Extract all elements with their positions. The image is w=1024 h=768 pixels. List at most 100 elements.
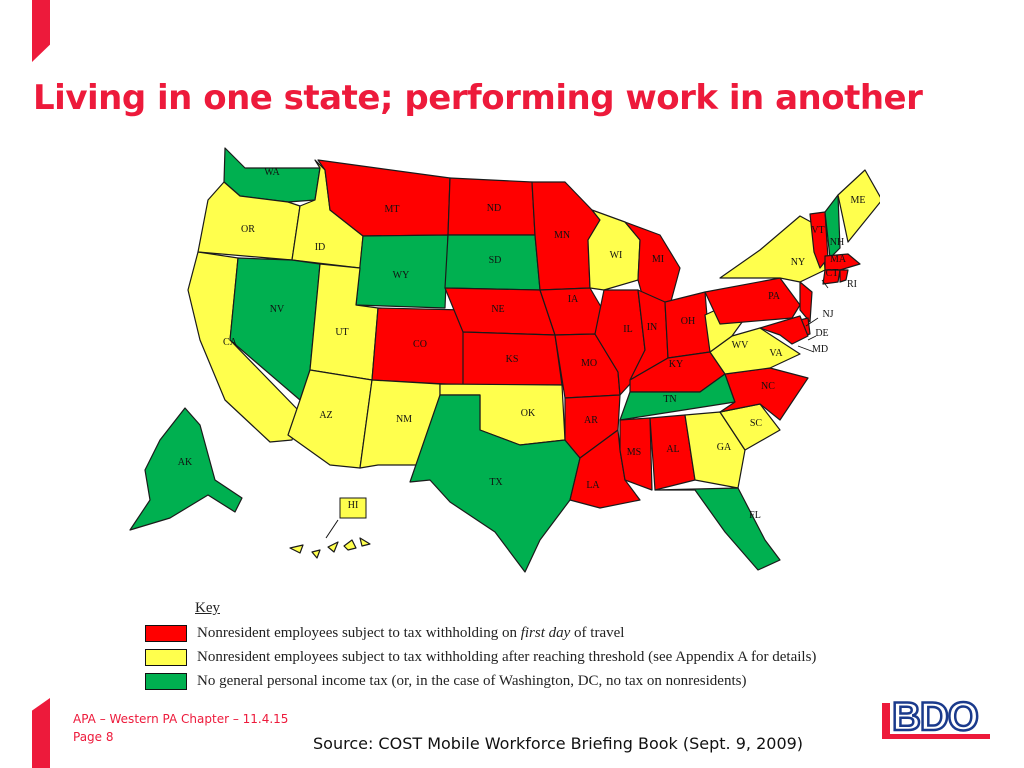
state-label-ri: RI <box>847 279 857 290</box>
state-label-nh: NH <box>830 237 844 248</box>
state-nh <box>824 194 841 259</box>
state-hi-part-1 <box>289 544 304 554</box>
state-label-nj: NJ <box>822 309 833 320</box>
state-label-me: ME <box>851 195 866 206</box>
state-label-ct: CT <box>826 268 839 279</box>
state-hi-part-2 <box>311 549 321 559</box>
state-label-id: ID <box>315 242 326 253</box>
state-label-nc: NC <box>761 381 775 392</box>
state-vt <box>809 211 829 269</box>
state-label-sc: SC <box>750 418 763 429</box>
state-label-ia: IA <box>568 294 579 305</box>
state-label-mi: MI <box>652 254 664 265</box>
state-label-ca: CA <box>223 337 238 348</box>
state-label-mo: MO <box>581 358 597 369</box>
state-nj <box>799 281 813 323</box>
ri-leader-line <box>821 279 829 289</box>
md-leader-line <box>797 345 815 353</box>
key-swatch-yellow <box>145 648 187 666</box>
state-label-ks: KS <box>506 354 519 365</box>
state-md <box>759 315 809 345</box>
state-ms <box>619 417 653 491</box>
state-label-ok: OK <box>521 408 536 419</box>
key-text-yellow: Nonresident employees subject to tax wit… <box>197 648 817 665</box>
state-label-ny: NY <box>791 257 805 268</box>
state-label-sd: SD <box>489 255 502 266</box>
accent-bar-bottom <box>32 698 50 768</box>
hawaii-label-box <box>339 497 367 519</box>
state-label-nd: ND <box>487 203 501 214</box>
state-label-al: AL <box>666 444 679 455</box>
source-citation: Source: COST Mobile Workforce Briefing B… <box>313 734 804 753</box>
hawaii-pointer-line <box>325 519 339 539</box>
logo-text: BDO <box>891 694 980 741</box>
footer-event: APA – Western PA Chapter – 11.4.15 <box>73 712 289 726</box>
state-ma <box>824 253 861 271</box>
map-key: Key Nonresident employees subject to tax… <box>145 600 816 693</box>
footer-info: APA – Western PA Chapter – 11.4.15 Page … <box>73 710 288 746</box>
state-nm <box>359 379 441 469</box>
state-label-ar: AR <box>584 415 598 426</box>
key-swatch-green <box>145 672 187 690</box>
state-label-co: CO <box>413 339 427 350</box>
state-label-oh: OH <box>681 316 695 327</box>
nj-leader-line <box>805 317 819 327</box>
state-label-az: AZ <box>319 410 332 421</box>
state-nc <box>719 367 809 421</box>
state-hi-part-3 <box>327 541 339 553</box>
state-label-nm: NM <box>396 414 412 425</box>
state-label-nv: NV <box>270 304 285 315</box>
state-hi-part-4 <box>343 539 357 551</box>
de-leader-line <box>807 335 817 341</box>
state-label-wv: WV <box>732 340 749 351</box>
footer-page-number: Page 8 <box>73 730 114 744</box>
state-label-wy: WY <box>393 270 410 281</box>
state-tx <box>409 394 581 573</box>
state-label-wi: WI <box>610 250 623 261</box>
key-title: Key <box>195 600 220 616</box>
us-state-map: WA OR CA ID NV MT WY UT AZ CO NM ND SD NE KS OK TX MN IA MO… <box>129 147 880 573</box>
state-ny <box>719 215 826 283</box>
state-label-wa: WA <box>264 167 280 178</box>
state-label-ky: KY <box>669 359 683 370</box>
slide-title: Living in one state; performing work in … <box>33 78 923 118</box>
logo-red-bar <box>882 703 890 735</box>
accent-bar-top <box>32 0 50 62</box>
state-label-de: DE <box>815 328 828 339</box>
state-fl <box>654 487 781 571</box>
state-label-or: OR <box>241 224 255 235</box>
state-ri <box>839 269 849 283</box>
state-label-mn: MN <box>554 230 570 241</box>
state-label-ak: AK <box>178 457 193 468</box>
state-label-tn: TN <box>663 394 676 405</box>
state-label-pa: PA <box>768 291 781 302</box>
state-ct <box>822 269 841 285</box>
key-row-green: No general personal income tax (or, in t… <box>145 669 816 693</box>
state-label-ut: UT <box>335 327 348 338</box>
state-label-ma: MA <box>830 254 847 265</box>
state-la <box>569 429 641 509</box>
state-label-il: IL <box>623 324 632 335</box>
state-label-mt: MT <box>385 204 400 215</box>
state-label-hi: HI <box>348 500 359 511</box>
state-hi-part-5 <box>359 537 371 547</box>
state-label-tx: TX <box>489 477 503 488</box>
key-text-red: Nonresident employees subject to tax wit… <box>197 624 625 641</box>
state-label-vt: VT <box>811 225 824 236</box>
state-ga <box>684 411 746 489</box>
state-label-ne: NE <box>491 304 504 315</box>
state-label-ms: MS <box>627 447 641 458</box>
state-label-la: LA <box>586 480 600 491</box>
bdo-logo: BDO <box>880 694 995 745</box>
state-pa <box>704 277 801 325</box>
state-label-in: IN <box>647 322 658 333</box>
logo-underline <box>882 734 990 739</box>
state-ak <box>129 407 243 531</box>
state-label-fl: FL <box>749 510 761 521</box>
state-label-md: MD <box>812 344 828 355</box>
key-row-yellow: Nonresident employees subject to tax wit… <box>145 645 816 669</box>
state-label-ga: GA <box>717 442 732 453</box>
key-row-red: Nonresident employees subject to tax wit… <box>145 621 816 645</box>
key-text-green: No general personal income tax (or, in t… <box>197 672 747 689</box>
state-label-va: VA <box>769 348 783 359</box>
